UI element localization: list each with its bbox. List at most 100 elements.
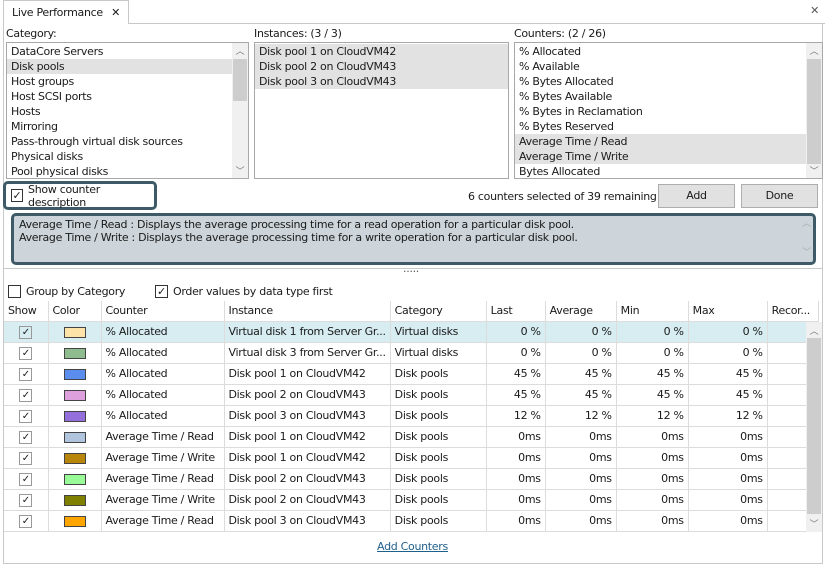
- category-item[interactable]: Disk pools: [7, 59, 232, 74]
- counter-item[interactable]: % Bytes Allocated: [519, 75, 614, 88]
- checkbox-checked-icon[interactable]: ✓: [19, 493, 33, 507]
- column-header-counter[interactable]: Counter: [101, 301, 225, 322]
- counter-item[interactable]: Average Time / Write: [515, 149, 806, 164]
- show-cell[interactable]: ✓: [4, 426, 49, 448]
- column-header-last[interactable]: Last: [486, 301, 546, 322]
- tab-close-icon[interactable]: ✕: [111, 6, 120, 19]
- column-header-min[interactable]: Min: [616, 301, 689, 322]
- scroll-up-icon[interactable]: ︿: [809, 327, 819, 337]
- category-item[interactable]: Host SCSI ports: [11, 90, 92, 103]
- instance-item[interactable]: Disk pool 3 on CloudVM43: [255, 74, 508, 89]
- color-cell[interactable]: [48, 447, 102, 469]
- show-description-checkbox[interactable]: ✓ Show counter description: [3, 181, 157, 210]
- category-item[interactable]: Physical disks: [11, 150, 83, 163]
- table-row[interactable]: ✓ % Allocated Virtual disk 1 from Server G…: [4, 321, 819, 343]
- instance-item[interactable]: Disk pool 2 on CloudVM43: [255, 59, 508, 74]
- table-row[interactable]: ✓ Average Time / Write Disk pool 1 on Clou…: [4, 447, 819, 469]
- show-cell[interactable]: ✓: [4, 489, 49, 511]
- column-header-category[interactable]: Category: [390, 301, 487, 322]
- scrollbar-thumb[interactable]: [807, 338, 821, 514]
- category-list[interactable]: ︿ ﹀ DataCore Servers Disk pools Host groups…: [6, 42, 249, 179]
- table-row[interactable]: ✓ Average Time / Read Disk pool 2 on Cloud…: [4, 468, 819, 490]
- color-swatch[interactable]: [63, 494, 86, 506]
- checkbox-checked-icon[interactable]: ✓: [19, 514, 33, 528]
- color-cell[interactable]: [48, 510, 102, 532]
- checkbox-checked-icon[interactable]: ✓: [19, 430, 33, 444]
- counter-item[interactable]: Bytes Allocated: [519, 165, 601, 178]
- color-cell[interactable]: [48, 384, 102, 406]
- order-values-checkbox[interactable]: ✓ Order values by data type first: [155, 285, 333, 298]
- color-swatch[interactable]: [63, 431, 86, 443]
- checkbox-checked-icon[interactable]: ✓: [19, 388, 33, 402]
- table-row[interactable]: ✓ % Allocated Disk pool 3 on CloudVM43 Disk…: [4, 405, 819, 427]
- color-cell[interactable]: [48, 363, 102, 385]
- color-swatch[interactable]: [63, 389, 86, 401]
- color-cell[interactable]: [48, 468, 102, 490]
- counter-item[interactable]: % Bytes Reserved: [519, 120, 614, 133]
- show-cell[interactable]: ✓: [4, 363, 49, 385]
- group-by-category-checkbox[interactable]: Group by Category: [8, 285, 125, 298]
- table-row[interactable]: ✓ Average Time / Write Disk pool 2 on Clou…: [4, 489, 819, 511]
- color-swatch[interactable]: [63, 410, 86, 422]
- table-row[interactable]: ✓ Average Time / Read Disk pool 1 on Cloud…: [4, 426, 819, 448]
- column-header-show[interactable]: Show: [4, 301, 49, 322]
- counter-item[interactable]: % Bytes in Reclamation: [519, 105, 643, 118]
- color-swatch[interactable]: [63, 326, 86, 338]
- show-cell[interactable]: ✓: [4, 342, 49, 364]
- scroll-down-icon[interactable]: ﹀: [809, 520, 819, 530]
- table-scrollbar[interactable]: ︿ ﹀: [806, 322, 822, 532]
- category-scrollbar[interactable]: ︿ ﹀: [232, 43, 248, 178]
- show-cell[interactable]: ✓: [4, 384, 49, 406]
- checkbox-checked-icon[interactable]: ✓: [19, 409, 33, 423]
- color-swatch[interactable]: [63, 368, 86, 380]
- color-cell[interactable]: [48, 489, 102, 511]
- table-row[interactable]: ✓ % Allocated Disk pool 1 on CloudVM42 Disk…: [4, 363, 819, 385]
- column-header-average[interactable]: Average: [545, 301, 617, 322]
- counter-item[interactable]: % Bytes Available: [519, 90, 613, 103]
- counter-item[interactable]: % Available: [519, 60, 580, 73]
- color-swatch[interactable]: [63, 347, 86, 359]
- add-counters-link[interactable]: Add Counters: [377, 540, 448, 553]
- column-header-max[interactable]: Max: [688, 301, 768, 322]
- show-cell[interactable]: ✓: [4, 405, 49, 427]
- scroll-up-icon[interactable]: ︿: [235, 47, 245, 57]
- table-row[interactable]: ✓ Average Time / Read Disk pool 3 on Cloud…: [4, 510, 819, 532]
- add-button[interactable]: Add: [658, 184, 735, 208]
- checkbox-checked-icon[interactable]: ✓: [19, 472, 33, 486]
- table-row[interactable]: ✓ % Allocated Virtual disk 3 from Server G…: [4, 342, 819, 364]
- counter-item[interactable]: Average Time / Read: [515, 134, 806, 149]
- color-swatch[interactable]: [63, 473, 86, 485]
- checkbox-checked-icon[interactable]: ✓: [19, 451, 33, 465]
- counters-list[interactable]: ︿ ﹀ % Allocated % Available % Bytes Allocat…: [514, 42, 823, 179]
- column-header-color[interactable]: Color: [48, 301, 102, 322]
- scroll-down-icon[interactable]: ﹀: [802, 248, 811, 258]
- window-close-icon[interactable]: ✕: [810, 4, 819, 17]
- done-button[interactable]: Done: [741, 184, 818, 208]
- category-item[interactable]: Hosts: [11, 105, 41, 118]
- column-header-recor[interactable]: Recor...: [767, 301, 819, 322]
- tab-live-performance[interactable]: Live Performance ✕: [3, 0, 129, 24]
- show-cell[interactable]: ✓: [4, 447, 49, 469]
- category-item[interactable]: Host groups: [11, 75, 74, 88]
- color-swatch[interactable]: [63, 452, 86, 464]
- category-item[interactable]: Mirroring: [11, 120, 58, 133]
- instance-item[interactable]: Disk pool 1 on CloudVM42: [255, 44, 508, 59]
- show-cell[interactable]: ✓: [4, 321, 49, 343]
- color-cell[interactable]: [48, 321, 102, 343]
- color-cell[interactable]: [48, 405, 102, 427]
- counter-item[interactable]: % Allocated: [519, 45, 581, 58]
- checkbox-checked-icon[interactable]: ✓: [19, 367, 33, 381]
- color-swatch[interactable]: [63, 515, 86, 527]
- color-cell[interactable]: [48, 342, 102, 364]
- checkbox-checked-icon[interactable]: ✓: [19, 346, 33, 360]
- counters-scrollbar[interactable]: ︿ ﹀: [806, 43, 822, 178]
- table-row[interactable]: ✓ % Allocated Disk pool 2 on CloudVM43 Disk…: [4, 384, 819, 406]
- column-header-instance[interactable]: Instance: [224, 301, 391, 322]
- show-cell[interactable]: ✓: [4, 510, 49, 532]
- category-item[interactable]: Pass-through virtual disk sources: [11, 135, 183, 148]
- category-item[interactable]: DataCore Servers: [11, 45, 104, 58]
- show-cell[interactable]: ✓: [4, 468, 49, 490]
- color-cell[interactable]: [48, 426, 102, 448]
- checkbox-checked-icon[interactable]: ✓: [19, 325, 33, 339]
- category-item[interactable]: Pool physical disks: [11, 165, 109, 178]
